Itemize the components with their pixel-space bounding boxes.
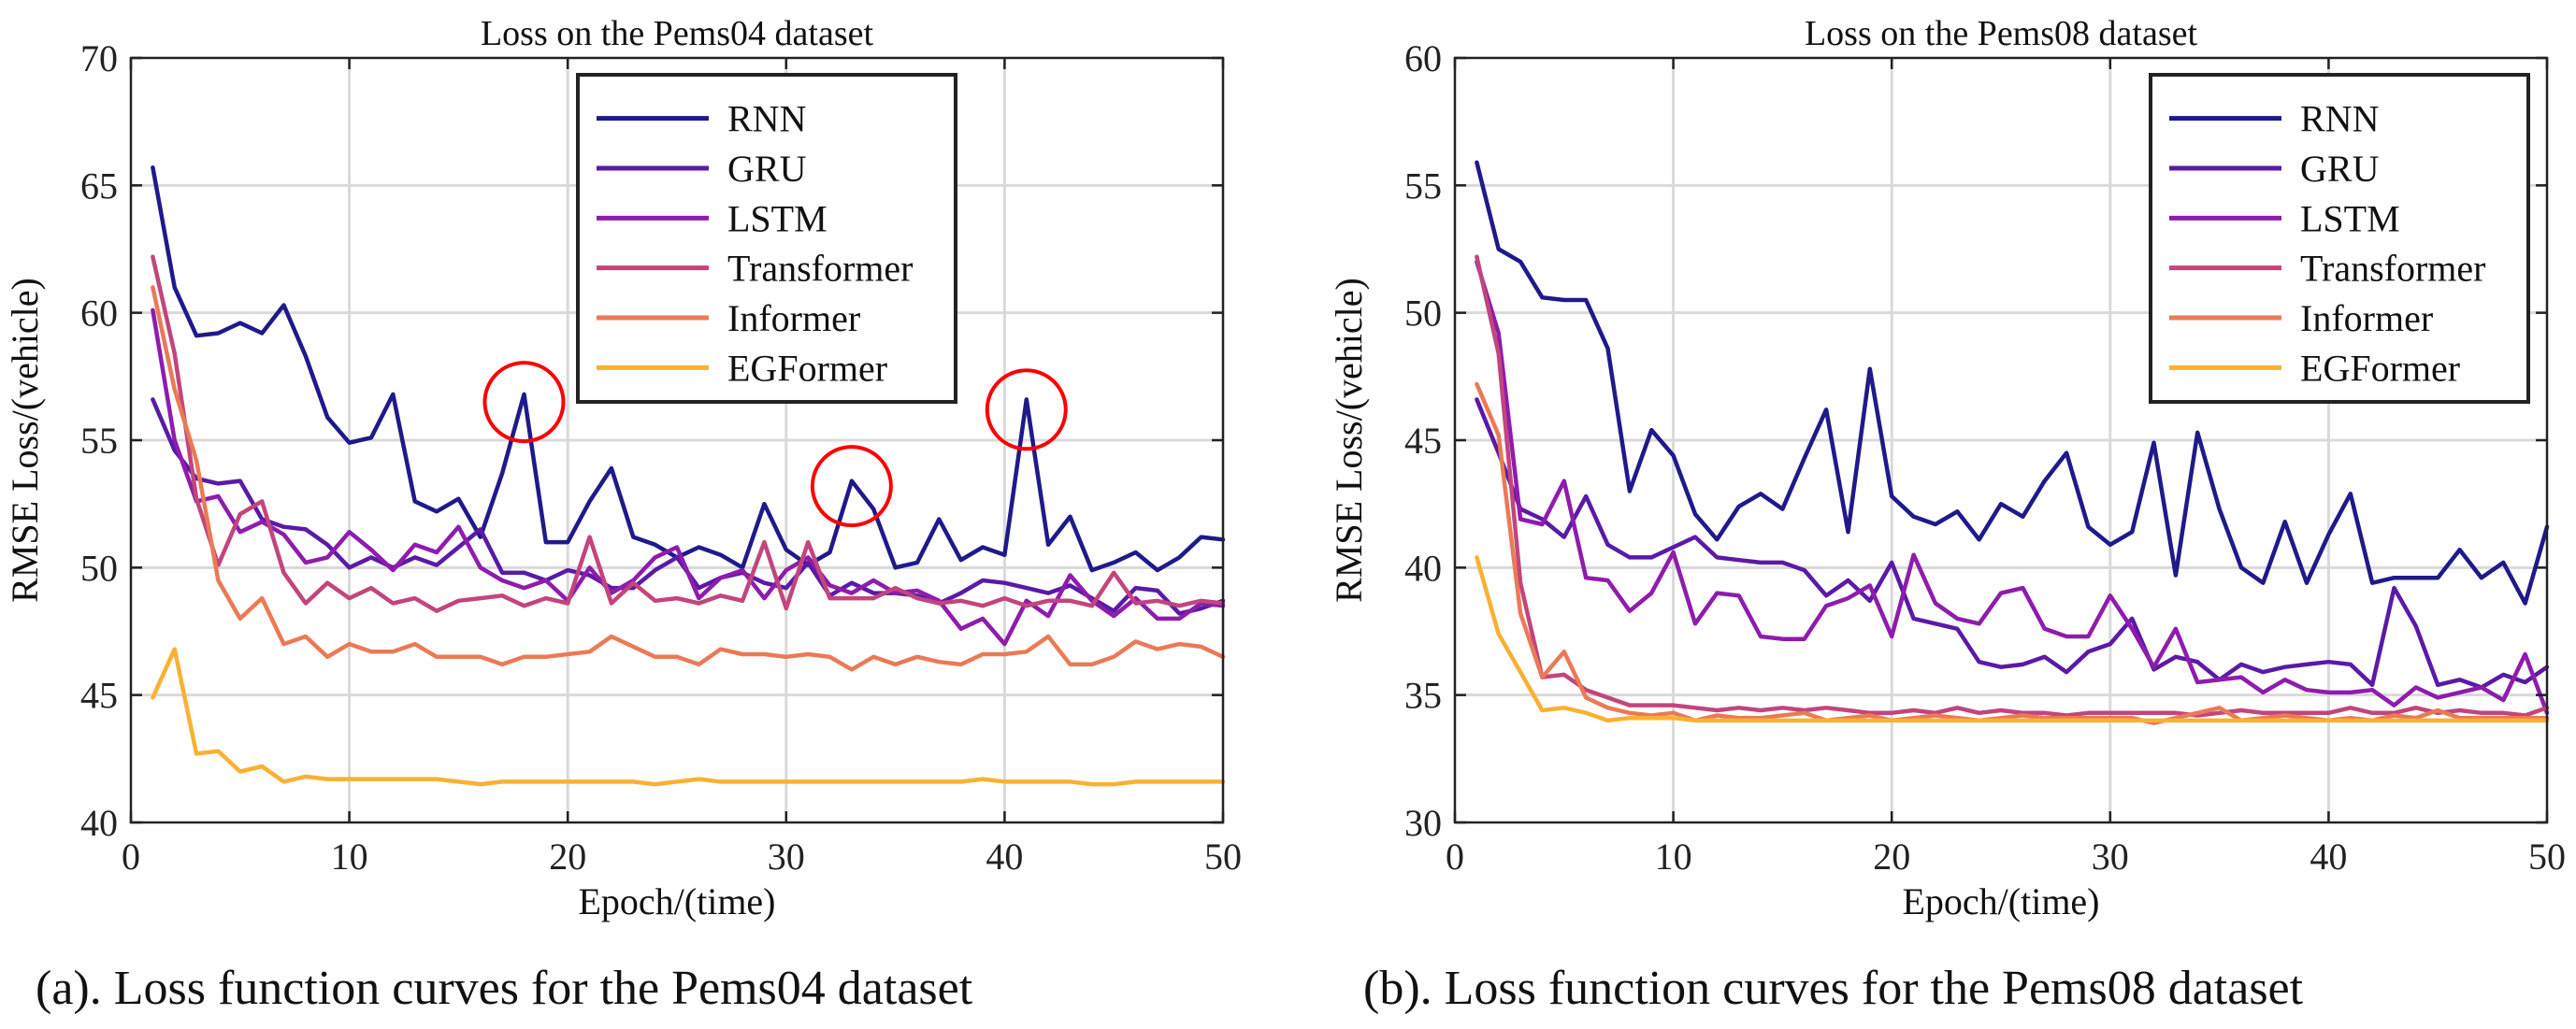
series-line-egformer (151, 647, 1226, 787)
series-line-lstm (151, 307, 1226, 647)
x-tick-label: 40 (986, 836, 1023, 878)
caption-pems04: (a). Loss function curves for the Pems04… (36, 962, 973, 1015)
chart-panel-1: 0 10 20 30 40 50 40 45 50 55 60 65 70 Loss on the Pem… (4, 14, 1242, 922)
y-tick-label: 45 (80, 675, 118, 717)
x-axis-label: Epoch/(time) (578, 880, 775, 922)
legend-label-informer: Informer (727, 297, 860, 339)
x-tick-label: 10 (1655, 836, 1692, 878)
x-tick-label: 50 (2528, 836, 2566, 878)
x-axis-label: Epoch/(time) (1902, 880, 2099, 922)
y-tick-label: 50 (1404, 293, 1442, 335)
series-line-transformer (151, 254, 1226, 613)
x-tick-label: 50 (1204, 836, 1242, 878)
series-line-rnn (1475, 160, 2550, 606)
chart-title: Loss on the Pems04 dataset (481, 14, 874, 53)
legend-label-informer: Informer (2300, 297, 2433, 339)
y-tick-label: 30 (1404, 802, 1442, 844)
legend-label-lstm: LSTM (727, 197, 827, 239)
series-line-egformer (1475, 555, 2550, 723)
legend: RNN GRU LSTM Transformer Informer EGFormer (2149, 73, 2530, 404)
legend-label-rnn: RNN (727, 98, 806, 140)
y-tick-label: 60 (1404, 37, 1442, 79)
y-tick-label: 60 (80, 293, 118, 335)
y-axis-label: RMSE Loss/(vehicle) (1328, 278, 1370, 603)
x-tick-label: 30 (2092, 836, 2129, 878)
legend: RNN GRU LSTM Transformer Informer EGFormer (576, 73, 957, 404)
x-tick-label: 0 (1446, 836, 1464, 878)
y-tick-label: 65 (80, 164, 118, 207)
y-tick-label: 50 (80, 547, 118, 589)
series-line-informer (151, 285, 1226, 672)
legend-label-gru: GRU (727, 148, 807, 190)
series-line-rnn (151, 164, 1226, 573)
x-tick-label: 40 (2310, 836, 2347, 878)
legend-box (2149, 73, 2530, 404)
chart-title: Loss on the Pems08 dataset (1805, 14, 2198, 53)
caption-pems08: (b). Loss function curves for the Pems08… (1363, 962, 2304, 1015)
y-tick-label: 45 (1404, 420, 1442, 462)
y-axis-label: RMSE Loss/(vehicle) (4, 278, 46, 603)
y-tick-label: 40 (80, 802, 118, 844)
y-tick-label: 70 (80, 37, 118, 79)
x-tick-label: 20 (1873, 836, 1910, 878)
highlight-circle-1 (482, 361, 566, 444)
legend-label-egformer: EGFormer (2300, 347, 2460, 389)
y-tick-label: 35 (1404, 675, 1442, 717)
legend-label-transformer: Transformer (2300, 248, 2486, 290)
y-tick-label: 40 (1404, 547, 1442, 589)
series-line-transformer (1475, 254, 2550, 718)
legend-box (576, 73, 957, 404)
highlight-circle-2 (810, 445, 893, 528)
legend-label-egformer: EGFormer (727, 347, 887, 389)
x-tick-label: 10 (331, 836, 368, 878)
legend-label-lstm: LSTM (2300, 197, 2400, 239)
series-line-lstm (1475, 259, 2550, 716)
series-line-gru (1475, 397, 2550, 690)
highlight-circle-3 (985, 368, 1068, 451)
chart-panel-2: 0 10 20 30 40 50 30 35 40 45 50 55 60 Loss on the Pem… (1328, 14, 2566, 922)
x-tick-label: 30 (768, 836, 805, 878)
legend-label-gru: GRU (2300, 148, 2380, 190)
x-tick-label: 0 (122, 836, 140, 878)
legend-label-transformer: Transformer (727, 248, 914, 290)
x-tick-label: 20 (549, 836, 586, 878)
legend-label-rnn: RNN (2300, 98, 2379, 140)
y-tick-label: 55 (1404, 164, 1442, 207)
y-tick-label: 55 (80, 420, 118, 462)
